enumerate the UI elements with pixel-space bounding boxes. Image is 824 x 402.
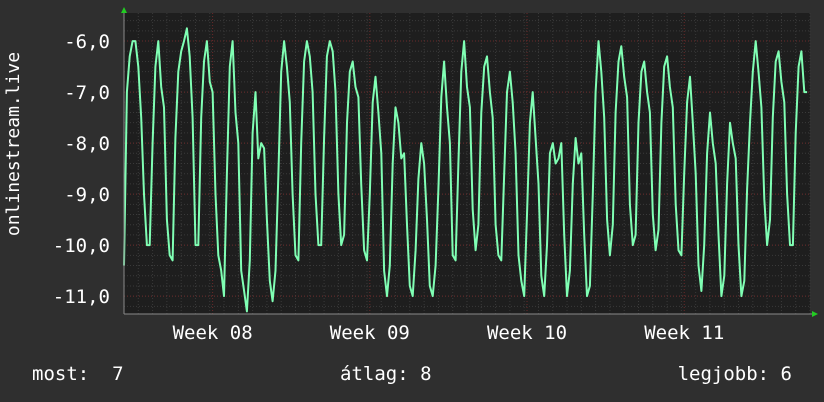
axes [121, 7, 818, 317]
x-tick-label: Week 08 [173, 322, 253, 344]
series-layer [123, 27, 808, 313]
footer-best: legjobb: 6 [677, 363, 792, 385]
x-tick-labels: Week 08 Week 09 Week 10 Week 11 [173, 322, 725, 344]
x-tick-label: Week 10 [487, 322, 567, 344]
y-tick-label: -11,0 [53, 286, 110, 308]
footer-average: átlag: 8 [340, 363, 432, 385]
y-tick-label: -6,0 [64, 31, 110, 53]
footer-current: most: 7 [32, 363, 124, 385]
y-tick-label: -10,0 [53, 235, 110, 257]
y-axis-label: onlinestream.live [3, 51, 24, 237]
x-tick-label: Week 09 [330, 322, 410, 344]
x-axis-arrow [812, 311, 818, 317]
y-tick-label: -8,0 [64, 133, 110, 155]
x-tick-label: Week 11 [644, 322, 724, 344]
y-tick-labels: -6,0 -7,0 -8,0 -9,0 -10,0 -11,0 [53, 31, 110, 308]
y-tick-label: -9,0 [64, 184, 110, 206]
y-axis-arrow [121, 7, 127, 13]
y-tick-label: -7,0 [64, 82, 110, 104]
series-line [123, 27, 808, 313]
